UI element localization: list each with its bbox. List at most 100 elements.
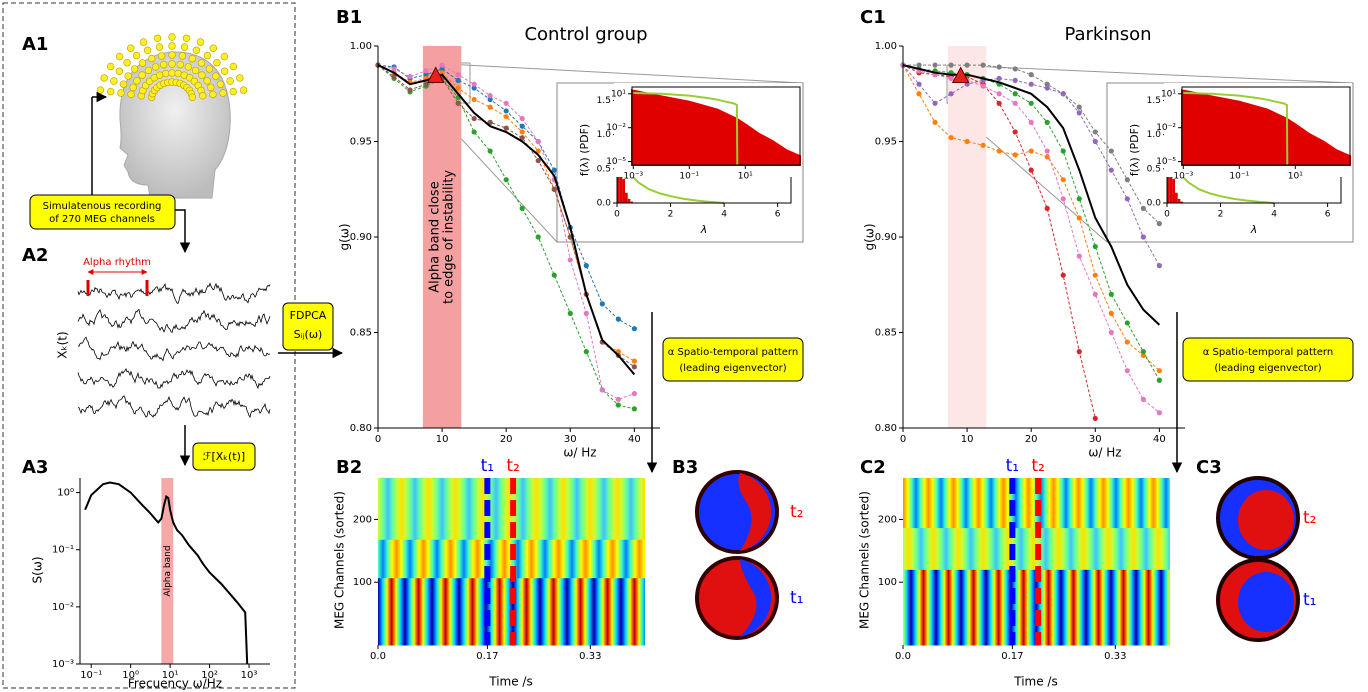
y-tick-label: 200 [878,514,897,525]
panel-label: C1 [860,7,886,28]
panel-label: B2 [336,457,362,478]
data-point [519,205,525,211]
y-tick-label: 10⁻² [52,602,74,613]
data-point [1108,291,1114,297]
data-point [551,167,557,173]
chart: 0 10 20 30 400.800.850.900.951.00Parkinsonω/… [863,24,1185,460]
sensor-dot [209,90,217,99]
data-point [631,358,637,364]
axes-frame [631,86,801,166]
arrow [175,209,191,254]
pattern-box [662,337,804,382]
data-point [1076,253,1082,259]
y-tick-label: 10⁻⁵ [1156,157,1176,167]
y-tick-label: 0.90 [875,232,897,243]
y-axis-label: g(ω) [863,223,877,250]
sensor-dot [176,60,185,69]
data-point [519,129,525,135]
data-point [567,257,573,263]
data-point [1044,119,1050,125]
data-point [1092,243,1098,250]
data-point [1108,167,1114,173]
brain-region [1238,490,1294,550]
x-tick-label: 10⁻¹ [1229,172,1249,182]
x-tick-label: 10³ [241,670,258,681]
time-marker-label: t₁ [1006,456,1019,476]
sensor-dot [138,59,147,67]
sensor-dot [197,59,206,67]
y-tick-label: 10⁰ [57,488,74,499]
data-point [1140,349,1146,355]
data-point [1156,263,1162,269]
histogram-bar [1172,179,1176,203]
brain-b3-t2 [695,470,779,554]
data-point [1108,310,1114,316]
y-tick-label: 0.5 [1147,164,1161,174]
data-point [1076,196,1082,202]
data-point [535,158,541,164]
sensor-dot [192,46,201,54]
box-text: α Spatio-temporal pattern [668,347,798,358]
sensor-dot [110,77,118,85]
sensor-dot [168,60,176,68]
x-tick-label: 0.17 [1001,651,1023,662]
brain-region [1238,572,1294,632]
sensor-dot [226,77,234,85]
y-tick-label: 10¹ [611,89,626,99]
band-label: Alpha band close [428,181,443,292]
y-tick-label: 0.80 [875,423,897,434]
brain-region [740,559,772,637]
panel-label: C2 [860,457,886,478]
meg-trace [77,336,271,362]
sensor-dot [220,52,229,61]
band-label: Alpha band [163,545,173,596]
box-text: FDPCA [290,309,327,322]
sensor-dot [212,72,220,80]
y-axis-label: S(ω) [31,556,45,583]
data-point [948,91,954,97]
sensor-dot [219,89,227,97]
brain-c3-t1 [1216,558,1300,642]
data-point [455,77,461,83]
panel-label: B1 [336,7,362,28]
sensor-dot [123,58,131,67]
data-point [551,272,557,278]
histogram-bar [1177,198,1181,203]
data-point [1044,85,1050,91]
brain-time-label: t₂ [790,502,803,522]
x-tick-label: 10¹ [162,670,179,681]
peak-marker [951,66,970,84]
x-tick-label: 10 [436,434,449,445]
box-text: of 270 MEG channels [49,214,155,225]
data-point [455,100,461,106]
data-point [503,114,509,120]
sensor-dot [139,38,148,46]
data-point [1092,138,1098,145]
data-point [1012,100,1018,106]
x-tick-label: 10² [201,670,218,681]
x-axis-label: ω/ Hz [563,446,596,460]
meg-trace [78,395,271,419]
y-tick-label: 0.90 [350,232,372,243]
sensor-dot [205,65,214,73]
data-point [503,100,509,106]
data-point [932,119,938,125]
data-point [535,138,541,145]
sensor-dot [168,33,176,41]
y-tick-label: 0.5 [597,164,611,174]
meg-trace [77,367,271,390]
data-point [487,104,493,110]
x-tick-label: 10⁻¹ [80,670,102,681]
data-point [1076,349,1082,355]
data-point [1076,215,1082,221]
x-tick-label: 2 [1218,210,1224,220]
box-text: Sᵢⱼ(ω) [294,328,323,341]
sensor-dot [133,77,141,85]
x-tick-label: 30 [564,434,577,445]
y-tick-label: 0.95 [350,137,372,148]
sensor-dot [155,43,164,51]
histogram-bar [625,192,628,203]
data-point [583,263,589,269]
box-text: Simulatenous recording [43,201,162,212]
